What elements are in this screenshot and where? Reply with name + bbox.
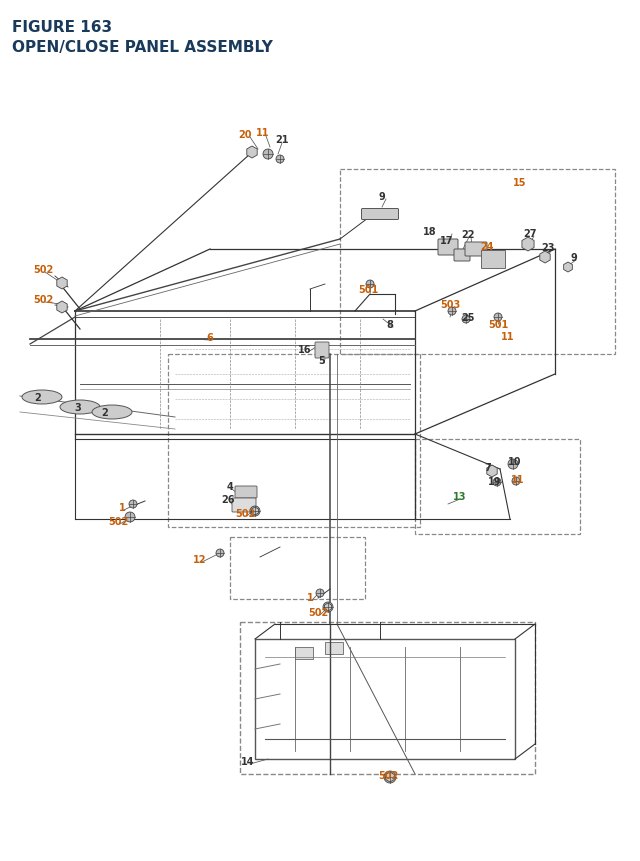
Text: 13: 13 (453, 492, 467, 501)
Text: 502: 502 (33, 294, 53, 305)
Text: 502: 502 (235, 508, 255, 518)
Circle shape (508, 460, 518, 469)
Polygon shape (57, 278, 67, 289)
Text: 9: 9 (379, 192, 385, 201)
Ellipse shape (60, 400, 100, 414)
Text: 26: 26 (221, 494, 235, 505)
Text: 25: 25 (461, 313, 475, 323)
Circle shape (366, 281, 374, 288)
Text: 6: 6 (207, 332, 213, 343)
FancyBboxPatch shape (232, 499, 256, 512)
Text: 7: 7 (484, 462, 492, 473)
Text: 11: 11 (501, 331, 515, 342)
Text: 4: 4 (227, 481, 234, 492)
Circle shape (512, 478, 520, 486)
FancyBboxPatch shape (465, 243, 487, 257)
Polygon shape (57, 301, 67, 313)
Text: 16: 16 (298, 344, 312, 355)
Circle shape (316, 589, 324, 598)
Polygon shape (564, 263, 572, 273)
Text: 3: 3 (75, 403, 81, 412)
Polygon shape (386, 772, 394, 782)
Polygon shape (325, 642, 343, 654)
Text: OPEN/CLOSE PANEL ASSEMBLY: OPEN/CLOSE PANEL ASSEMBLY (12, 40, 273, 55)
Polygon shape (540, 251, 550, 263)
Text: 20: 20 (238, 130, 252, 139)
Text: 1: 1 (118, 503, 125, 512)
Text: 8: 8 (387, 319, 394, 330)
Text: 19: 19 (488, 476, 502, 486)
Circle shape (493, 479, 501, 486)
Text: 501: 501 (358, 285, 378, 294)
Text: 11: 11 (256, 127, 269, 138)
Circle shape (125, 512, 135, 523)
Text: 502: 502 (308, 607, 328, 617)
Text: 502: 502 (378, 770, 398, 780)
Text: 22: 22 (461, 230, 475, 239)
Text: 21: 21 (275, 135, 289, 145)
Text: 24: 24 (480, 242, 493, 251)
Text: 502: 502 (108, 517, 128, 526)
Text: 10: 10 (508, 456, 522, 467)
Text: 17: 17 (440, 236, 454, 245)
Polygon shape (324, 604, 332, 611)
Text: 27: 27 (524, 229, 537, 238)
Ellipse shape (22, 391, 62, 405)
Polygon shape (295, 647, 313, 660)
Text: 9: 9 (571, 253, 577, 263)
Circle shape (129, 500, 137, 508)
Circle shape (384, 771, 396, 784)
FancyBboxPatch shape (481, 251, 505, 269)
Circle shape (448, 307, 456, 316)
Text: 11: 11 (511, 474, 525, 485)
FancyBboxPatch shape (235, 486, 257, 499)
Text: 12: 12 (193, 554, 207, 564)
FancyBboxPatch shape (454, 250, 470, 262)
FancyBboxPatch shape (315, 343, 329, 358)
Circle shape (323, 603, 333, 612)
Circle shape (250, 506, 260, 517)
Ellipse shape (92, 406, 132, 419)
Text: FIGURE 163: FIGURE 163 (12, 20, 112, 35)
Text: 15: 15 (513, 177, 527, 188)
Text: 2: 2 (35, 393, 42, 403)
Text: 2: 2 (102, 407, 108, 418)
Circle shape (276, 156, 284, 164)
Text: 23: 23 (541, 243, 555, 253)
Text: 503: 503 (440, 300, 460, 310)
Text: 18: 18 (423, 226, 437, 237)
Polygon shape (522, 238, 534, 251)
Text: 501: 501 (488, 319, 508, 330)
Text: 502: 502 (33, 264, 53, 275)
Circle shape (462, 316, 470, 324)
Text: 14: 14 (241, 756, 255, 766)
Circle shape (494, 313, 502, 322)
FancyBboxPatch shape (438, 239, 458, 256)
Text: 1: 1 (307, 592, 314, 603)
Polygon shape (247, 147, 257, 158)
Circle shape (216, 549, 224, 557)
FancyBboxPatch shape (362, 209, 399, 220)
Polygon shape (252, 507, 259, 516)
Polygon shape (487, 466, 497, 478)
Text: 5: 5 (319, 356, 325, 366)
Circle shape (263, 150, 273, 160)
